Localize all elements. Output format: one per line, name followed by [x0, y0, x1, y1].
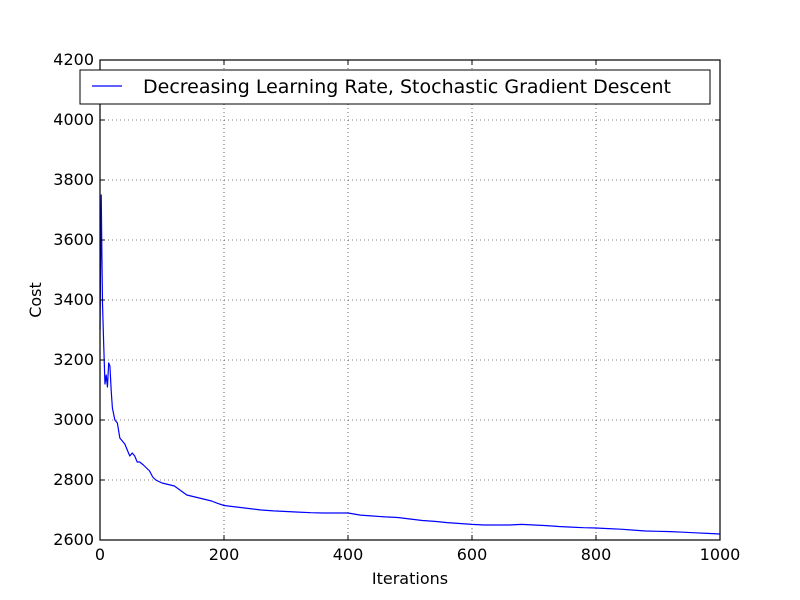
y-tick-label: 2600 — [53, 530, 94, 549]
x-axis-title: Iterations — [372, 569, 448, 588]
y-tick-label: 3800 — [53, 170, 94, 189]
x-tick-label: 0 — [95, 545, 105, 564]
axis-ticks — [99, 59, 721, 541]
y-tick-label: 3200 — [53, 350, 94, 369]
legend: Decreasing Learning Rate, Stochastic Gra… — [79, 69, 711, 105]
y-tick-label: 2800 — [53, 470, 94, 489]
y-tick-label: 4000 — [53, 110, 94, 129]
grid-lines — [100, 60, 720, 540]
y-tick-label: 4200 — [53, 50, 94, 69]
series-line-0 — [99, 194, 721, 535]
y-tick-label: 3400 — [53, 290, 94, 309]
y-tick-label: 3000 — [53, 410, 94, 429]
legend-box — [79, 69, 711, 105]
x-tick-label: 400 — [333, 545, 364, 564]
legend-label: Decreasing Learning Rate, Stochastic Gra… — [143, 76, 671, 98]
x-tick-label: 1000 — [700, 545, 741, 564]
series-layer — [99, 194, 721, 535]
axis-tick-labels: 0 200 400 600 800 1000 2600 2800 3000 3200 3400 360… — [53, 50, 740, 564]
x-tick-label: 800 — [581, 545, 612, 564]
x-tick-label: 200 — [209, 545, 240, 564]
y-axis-title: Cost — [26, 282, 45, 318]
y-tick-label: 3600 — [53, 230, 94, 249]
x-tick-label: 600 — [457, 545, 488, 564]
